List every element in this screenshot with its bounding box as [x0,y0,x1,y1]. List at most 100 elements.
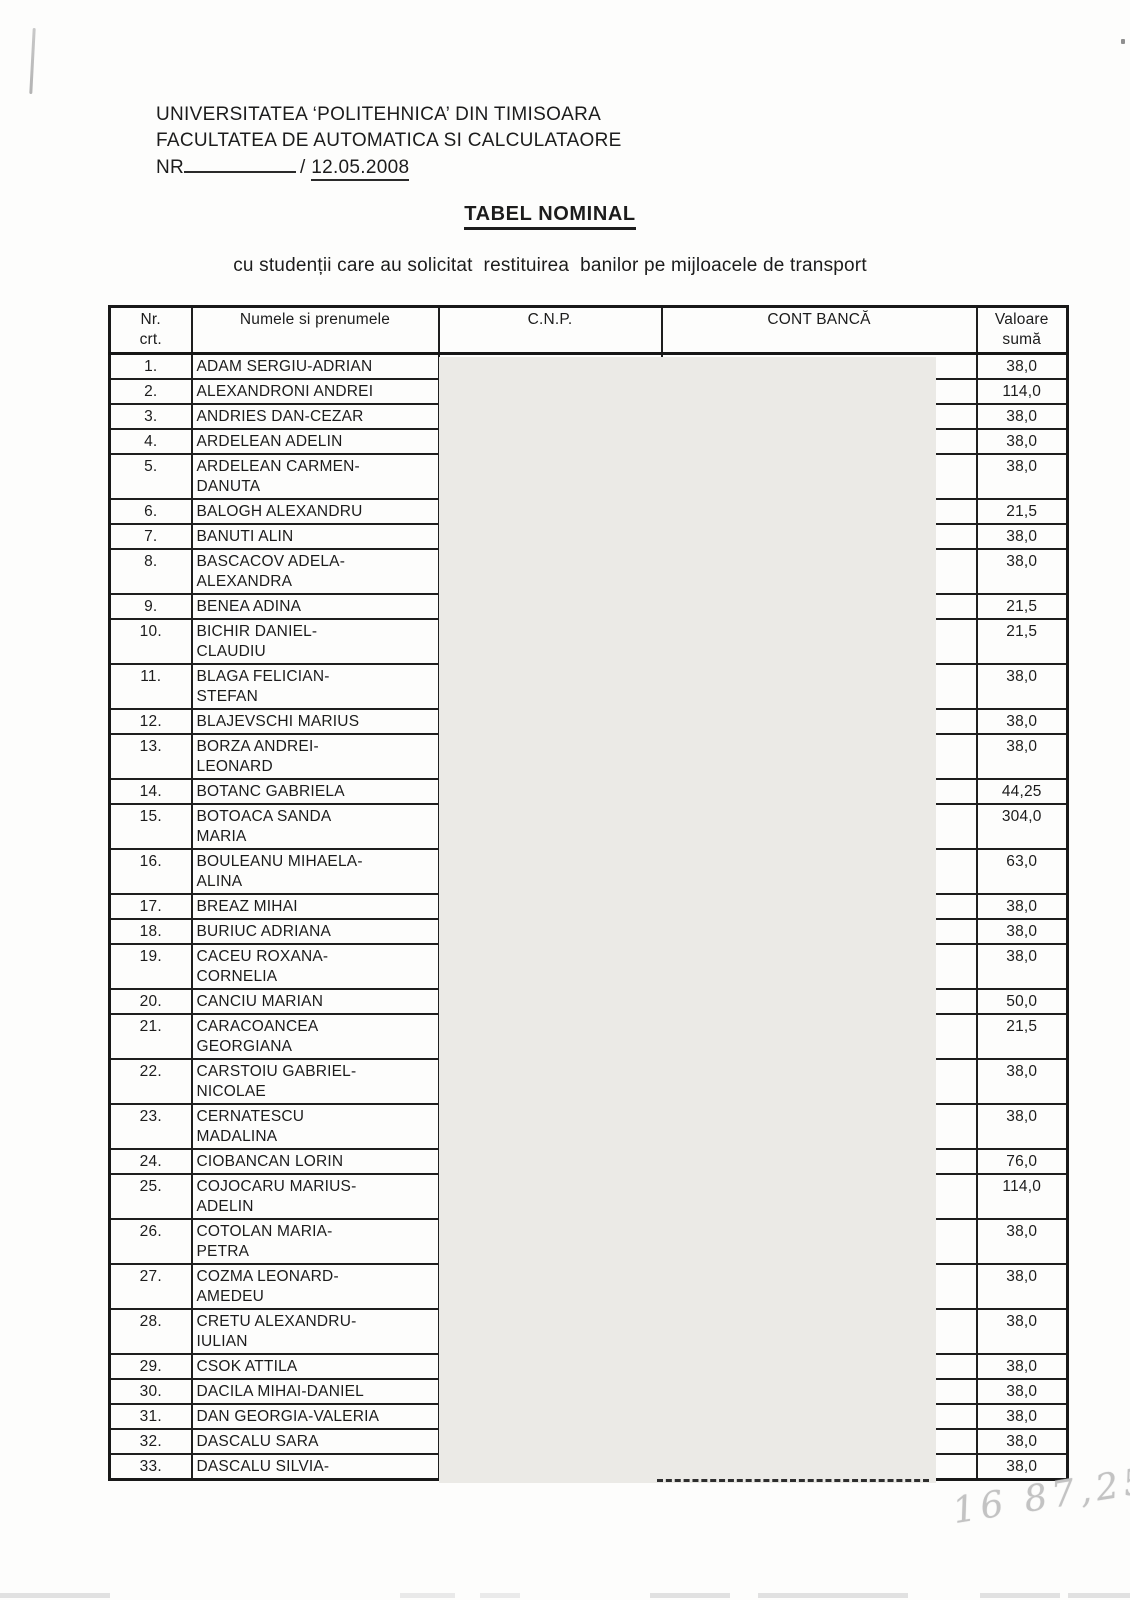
row-number: 33. [108,1453,193,1481]
student-name: BLAGA FELICIAN- STEFAN [190,663,440,710]
row-number: 3. [108,403,193,430]
page-title: TABEL NOMINAL [0,203,1100,230]
row-number: 11. [108,663,193,710]
amount-cell: 38,0 [975,663,1069,710]
row-number: 12. [108,708,193,735]
student-name: ADAM SERGIU-ADRIAN [190,352,440,380]
student-name: ANDRIES DAN-CEZAR [190,403,440,430]
student-name: CSOK ATTILA [190,1353,440,1380]
student-name: BOULEANU MIHAELA- ALINA [190,848,440,895]
row-number: 6. [108,498,193,525]
student-name: CRETU ALEXANDRU- IULIAN [190,1308,440,1355]
row-number: 32. [108,1428,193,1455]
amount-cell: 38,0 [975,352,1069,380]
table-header-row: Nr. crt. Numele si prenumele C.N.P. CONT… [108,305,1069,355]
scan-edge-strip [480,1593,520,1598]
student-name: CACEU ROXANA- CORNELIA [190,943,440,990]
amount-cell: 38,0 [975,1218,1069,1265]
row-number: 8. [108,548,193,595]
amount-cell: 44,25 [975,778,1069,805]
amount-cell: 63,0 [975,848,1069,895]
row-number: 21. [108,1013,193,1060]
amount-cell: 38,0 [975,523,1069,550]
student-name: CERNATESCU MADALINA [190,1103,440,1150]
student-name: COTOLAN MARIA- PETRA [190,1218,440,1265]
amount-cell: 38,0 [975,943,1069,990]
student-name: BURIUC ADRIANA [190,918,440,945]
amount-cell: 38,0 [975,428,1069,455]
row-number: 4. [108,428,193,455]
row-number: 29. [108,1353,193,1380]
amount-cell: 38,0 [975,708,1069,735]
student-name: DAN GEORGIA-VALERIA [190,1403,440,1430]
row-number: 19. [108,943,193,990]
nr-label: NR [156,157,185,178]
student-name: BOTOACA SANDA MARIA [190,803,440,850]
redaction-overlay [439,357,936,1483]
student-name: ARDELEAN CARMEN- DANUTA [190,453,440,500]
row-number: 16. [108,848,193,895]
student-name: COJOCARU MARIUS- ADELIN [190,1173,440,1220]
student-name: BALOGH ALEXANDRU [190,498,440,525]
row-number: 10. [108,618,193,665]
amount-cell: 114,0 [975,1173,1069,1220]
row-number: 27. [108,1263,193,1310]
scan-edge-strip [400,1593,455,1598]
amount-cell: 38,0 [975,1403,1069,1430]
amount-cell: 38,0 [975,1378,1069,1405]
amount-cell: 38,0 [975,1263,1069,1310]
row-number: 5. [108,453,193,500]
student-name: BREAZ MIHAI [190,893,440,920]
scan-artifact-stroke [29,27,36,95]
university-name: UNIVERSITATEA ‘POLITEHNICA’ DIN TIMISOAR… [156,104,602,125]
amount-cell: 38,0 [975,548,1069,595]
row-number: 22. [108,1058,193,1105]
amount-cell: 76,0 [975,1148,1069,1175]
row-number: 13. [108,733,193,780]
amount-cell: 21,5 [975,618,1069,665]
row-number: 23. [108,1103,193,1150]
student-name: COZMA LEONARD- AMEDEU [190,1263,440,1310]
row-number: 14. [108,778,193,805]
student-name: BANUTI ALIN [190,523,440,550]
row-number: 7. [108,523,193,550]
scan-edge-strip [650,1593,730,1598]
amount-cell: 21,5 [975,498,1069,525]
scan-edge-strip [0,1593,110,1598]
student-name: BENEA ADINA [190,593,440,620]
amount-cell: 38,0 [975,733,1069,780]
scan-edge-strip [758,1593,908,1598]
student-name: BLAJEVSCHI MARIUS [190,708,440,735]
row-number: 26. [108,1218,193,1265]
scan-edge-strip [980,1593,1060,1598]
amount-cell: 38,0 [975,1058,1069,1105]
student-name: CARSTOIU GABRIEL- NICOLAE [190,1058,440,1105]
row-number: 1. [108,352,193,380]
row-number: 2. [108,378,193,405]
student-name: BASCACOV ADELA- ALEXANDRA [190,548,440,595]
amount-cell: 38,0 [975,918,1069,945]
student-name: DASCALU SILVIA- [190,1453,440,1481]
amount-cell: 38,0 [975,1428,1069,1455]
header-amount: Valoare sumă [975,305,1069,355]
header-bank-account: CONT BANCĂ [660,305,978,355]
header-nr-crt: Nr. crt. [108,305,193,355]
registration-line: NR / 12.05.2008 [156,155,622,181]
row-number: 25. [108,1173,193,1220]
nr-blank-field [184,157,297,173]
amount-cell: 38,0 [975,1353,1069,1380]
amount-cell: 21,5 [975,1013,1069,1060]
scan-edge-strip [1068,1593,1130,1598]
redacted-dashed-line [657,1479,929,1482]
student-name: ALEXANDRONI ANDREI [190,378,440,405]
student-name: CANCIU MARIAN [190,988,440,1015]
student-name: CARACOANCEA GEORGIANA [190,1013,440,1060]
amount-cell: 38,0 [975,1453,1069,1481]
amount-cell: 304,0 [975,803,1069,850]
header-cnp: C.N.P. [437,305,663,355]
amount-cell: 38,0 [975,1308,1069,1355]
amount-cell: 50,0 [975,988,1069,1015]
row-number: 17. [108,893,193,920]
row-number: 15. [108,803,193,850]
student-name: CIOBANCAN LORIN [190,1148,440,1175]
